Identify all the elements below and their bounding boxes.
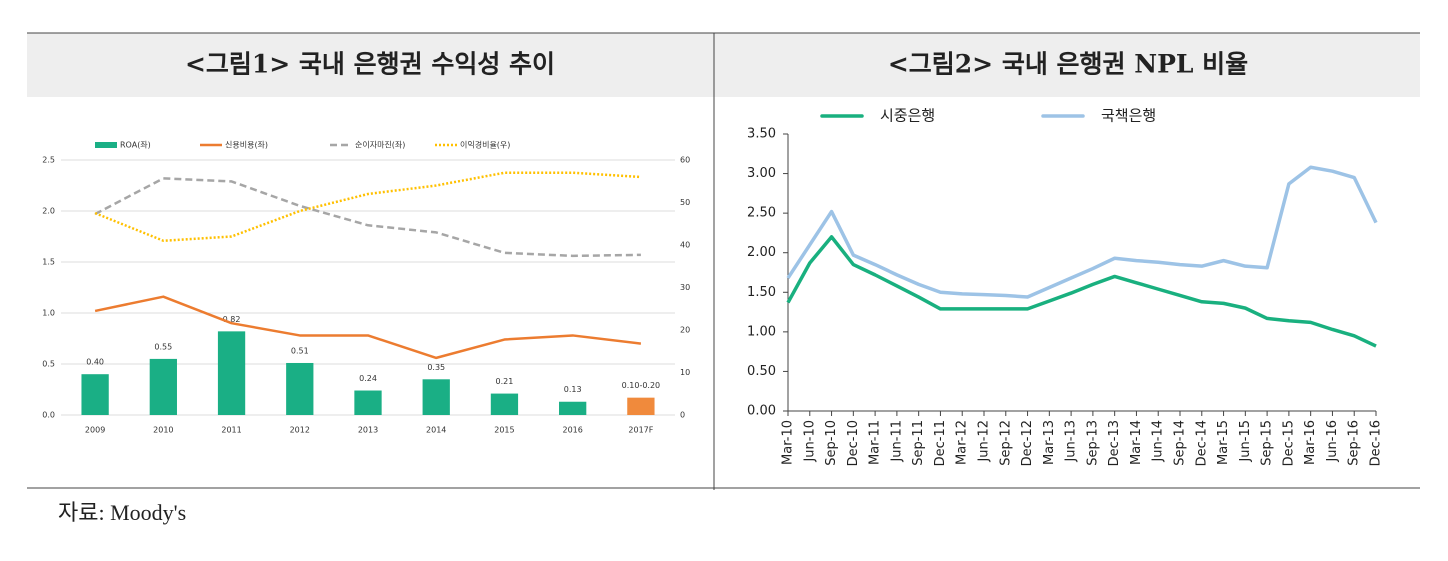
source-note: 자료: Moody's xyxy=(58,500,186,525)
x-tick-label: 2017F xyxy=(628,426,653,435)
legend-label: 신용비용(좌) xyxy=(225,141,268,150)
y-tick-label: 1.5 xyxy=(42,258,55,267)
x-tick-label: Mar-12 xyxy=(955,420,970,465)
bar xyxy=(490,393,519,415)
line xyxy=(94,177,641,258)
legend-label: ROA(좌) xyxy=(120,141,151,150)
data-label: 0.21 xyxy=(496,377,514,386)
legend-label: 국책은행 xyxy=(1101,107,1156,125)
y2-tick-label: 0 xyxy=(680,411,685,420)
header-band xyxy=(27,33,1420,97)
x-tick-label: Sep-15 xyxy=(1260,420,1275,466)
y-tick-label: 0.50 xyxy=(747,364,776,379)
data-label: 0.82 xyxy=(223,315,241,324)
y-tick-label: 1.0 xyxy=(42,309,55,318)
x-tick-label: Mar-16 xyxy=(1303,420,1318,465)
legend-swatch xyxy=(95,142,117,148)
x-tick-label: 2013 xyxy=(358,426,378,435)
x-tick-label: Mar-11 xyxy=(868,420,883,465)
data-label: 0.13 xyxy=(564,385,582,394)
data-label: 0.55 xyxy=(154,342,172,351)
bar xyxy=(81,374,109,415)
x-tick-label: 2009 xyxy=(85,426,105,435)
x-tick-label: Jun-12 xyxy=(977,420,992,463)
x-tick-label: Sep-10 xyxy=(824,420,839,466)
y2-tick-label: 20 xyxy=(680,326,690,335)
bar xyxy=(354,390,382,415)
x-tick-label: Jun-11 xyxy=(889,420,904,463)
bar xyxy=(217,331,246,415)
bar xyxy=(559,401,587,415)
y-tick-label: 2.5 xyxy=(42,156,55,165)
y2-tick-label: 10 xyxy=(680,368,690,377)
x-tick-label: 2010 xyxy=(153,426,173,435)
x-tick-label: Jun-14 xyxy=(1151,420,1166,463)
x-tick-label: Dec-10 xyxy=(846,420,861,466)
y-tick-label: 0.00 xyxy=(747,404,776,419)
line xyxy=(786,165,1378,299)
x-tick-label: Dec-15 xyxy=(1281,420,1296,466)
x-tick-label: Jun-13 xyxy=(1064,420,1079,463)
y2-tick-label: 40 xyxy=(680,241,690,250)
y-tick-label: 3.00 xyxy=(747,166,776,181)
x-tick-label: Jun-10 xyxy=(802,420,817,463)
x-tick-label: Sep-13 xyxy=(1085,420,1100,466)
x-tick-label: Jun-15 xyxy=(1238,420,1253,463)
bar xyxy=(422,379,450,415)
legend-label: 이익경비율(우) xyxy=(460,140,510,150)
x-tick-label: Sep-14 xyxy=(1173,420,1188,466)
data-label: 0.51 xyxy=(291,346,309,355)
x-tick-label: Sep-12 xyxy=(998,420,1013,466)
line xyxy=(94,171,641,242)
line xyxy=(786,235,1377,348)
x-tick-label: Jun-16 xyxy=(1325,420,1340,463)
y-tick-label: 1.00 xyxy=(747,324,776,339)
chart-title: <그림1> 국내 은행권 수익성 추이 xyxy=(185,50,555,79)
line xyxy=(94,295,642,360)
chart-title: <그림2> 국내 은행권 NPL 비율 xyxy=(888,50,1248,79)
x-tick-label: Mar-13 xyxy=(1042,420,1057,465)
y2-tick-label: 30 xyxy=(680,283,690,292)
bar xyxy=(627,397,655,415)
data-label: 0.40 xyxy=(86,358,104,367)
y-tick-label: 0.0 xyxy=(42,411,55,420)
data-label: 0.10-0.20 xyxy=(622,381,661,390)
legend-label: 순이자마진(좌) xyxy=(355,140,405,150)
legend-label: 시중은행 xyxy=(880,107,935,125)
x-tick-label: Mar-14 xyxy=(1129,420,1144,465)
y2-tick-label: 60 xyxy=(680,156,690,165)
x-tick-label: 2012 xyxy=(290,426,310,435)
x-tick-label: Dec-12 xyxy=(1020,420,1035,466)
x-tick-label: 2015 xyxy=(494,426,514,435)
y-tick-label: 1.50 xyxy=(747,285,776,300)
bar xyxy=(286,362,314,415)
x-tick-label: 2014 xyxy=(426,426,446,435)
data-label: 0.24 xyxy=(359,374,377,383)
data-label: 0.35 xyxy=(427,363,445,372)
y-tick-label: 3.50 xyxy=(747,127,776,142)
x-tick-label: Dec-16 xyxy=(1369,420,1384,466)
x-tick-label: Mar-15 xyxy=(1216,420,1231,465)
x-tick-label: Mar-10 xyxy=(781,420,796,465)
y-tick-label: 2.0 xyxy=(42,207,55,216)
x-tick-label: 2011 xyxy=(221,426,241,435)
y-tick-label: 0.5 xyxy=(42,360,55,369)
x-tick-label: Sep-11 xyxy=(911,420,926,466)
x-tick-label: 2016 xyxy=(562,426,582,435)
y-tick-label: 2.00 xyxy=(747,245,776,260)
y2-tick-label: 50 xyxy=(680,198,690,207)
y-tick-label: 2.50 xyxy=(747,206,776,221)
bar xyxy=(149,358,177,415)
x-tick-label: Dec-14 xyxy=(1194,420,1209,466)
x-tick-label: Dec-11 xyxy=(933,420,948,466)
x-tick-label: Sep-16 xyxy=(1347,420,1362,466)
x-tick-label: Dec-13 xyxy=(1107,420,1122,466)
